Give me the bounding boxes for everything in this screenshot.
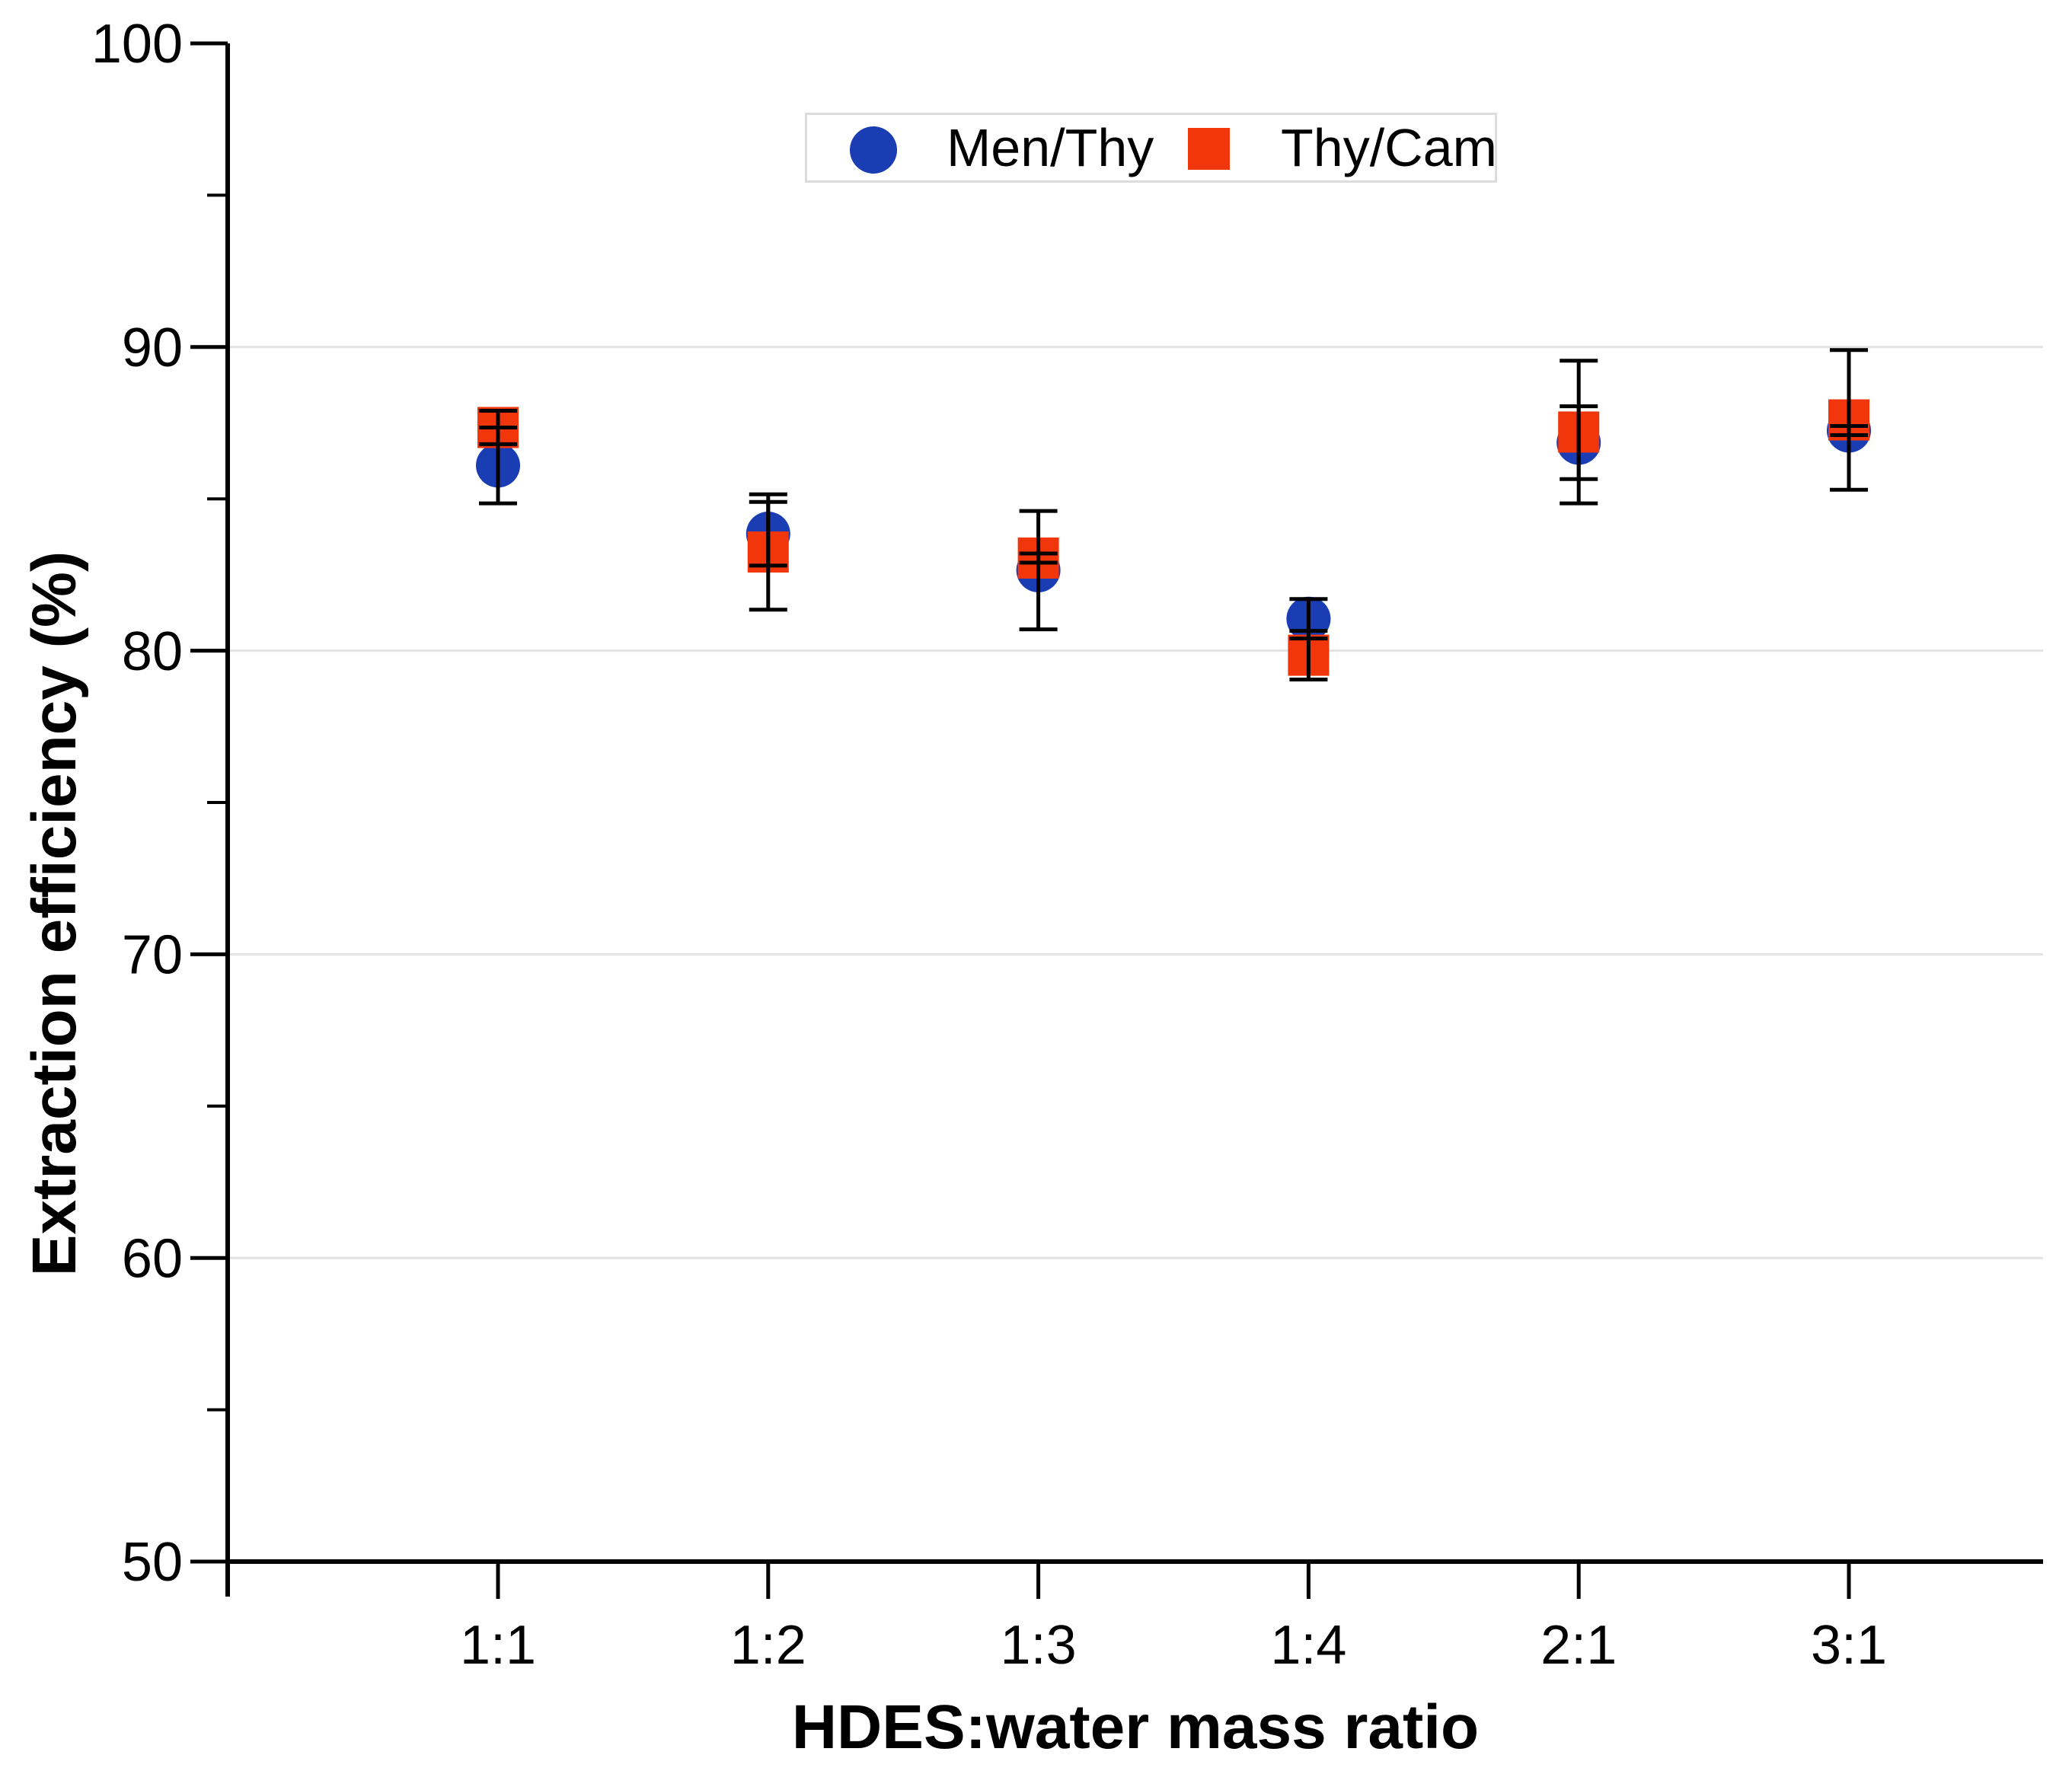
x-tick-label: 1:3 — [1001, 1615, 1077, 1676]
x-tick-label: 1:4 — [1270, 1615, 1346, 1676]
legend-label-thy-cam: Thy/Cam — [1281, 118, 1497, 177]
x-tick-label: 1:1 — [460, 1615, 536, 1676]
x-tick-label: 2:1 — [1540, 1615, 1617, 1676]
legend-marker-men-thy-icon — [850, 126, 897, 174]
y-tick-label: 80 — [122, 621, 183, 682]
legend-marker-thy-cam-icon — [1188, 128, 1230, 170]
y-tick-label: 90 — [122, 317, 183, 378]
y-tick-label: 100 — [91, 14, 183, 75]
y-tick-label: 70 — [122, 925, 183, 986]
y-tick-label: 60 — [122, 1228, 183, 1289]
x-tick-label: 1:2 — [730, 1615, 806, 1676]
x-tick-label: 3:1 — [1811, 1615, 1887, 1676]
x-axis-title: HDES:water mass ratio — [791, 1693, 1480, 1762]
legend-label-men-thy: Men/Thy — [947, 118, 1154, 177]
y-axis-title: Extraction efficiency (%) — [20, 550, 89, 1277]
y-tick-label: 50 — [122, 1532, 183, 1593]
legend: Men/Thy Thy/Cam — [805, 113, 1497, 183]
